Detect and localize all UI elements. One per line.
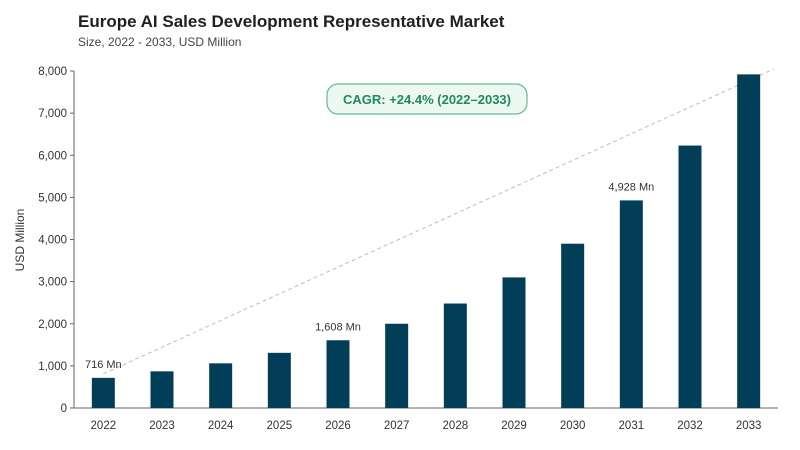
bars-group (91, 74, 761, 409)
trend-line-group (103, 68, 774, 375)
cagr-trend-line (103, 68, 774, 375)
y-tick-label: 2,000 (38, 319, 67, 331)
data-label: 4,928 Mn (608, 181, 654, 193)
bar (326, 340, 350, 408)
y-tick-label: 4,000 (38, 235, 67, 247)
y-axis-label: USD Million (13, 209, 27, 272)
bar (561, 243, 585, 408)
cagr-badge (326, 83, 528, 115)
data-label: 1,608 Mn (315, 321, 361, 333)
chart-subtitle: Size, 2022 - 2033, USD Million (78, 35, 242, 49)
bar (267, 352, 291, 408)
bar (150, 371, 174, 408)
y-tick-label: 5,000 (38, 192, 67, 204)
y-tick-label: 8,000 (38, 66, 67, 78)
bar (385, 323, 409, 408)
y-tick-label: 0 (61, 403, 67, 415)
x-tick-label: 2032 (677, 420, 703, 432)
bar (209, 363, 233, 408)
y-tick-label: 3,000 (38, 277, 67, 289)
y-tick-label: 6,000 (38, 150, 67, 162)
bar (619, 200, 643, 408)
x-tick-label: 2030 (560, 420, 586, 432)
chart-title: Europe AI Sales Development Representati… (78, 12, 505, 31)
labels-group: 716 Mn 1,608 Mn 4,928 Mn (85, 181, 654, 370)
x-tick-label: 2028 (443, 420, 469, 432)
bar (91, 377, 115, 408)
data-label: 716 Mn (85, 359, 122, 371)
x-tick-label: 2027 (384, 420, 410, 432)
x-tick-label: 2023 (149, 420, 175, 432)
bar (737, 74, 761, 409)
bar (678, 145, 702, 408)
x-tick-label: 2029 (501, 420, 527, 432)
cagr-text: CAGR: +24.4% (2022–2033) (343, 92, 511, 107)
x-tick-label: 2026 (325, 420, 351, 432)
x-tick-label: 2024 (208, 420, 234, 432)
axes: 0 1,000 2,000 3,000 4,000 5,000 6,000 7,000 8,00… (38, 66, 778, 432)
bar (502, 277, 526, 408)
bar (443, 303, 467, 408)
x-tick-label: 2025 (267, 420, 293, 432)
x-tick-label: 2031 (619, 420, 645, 432)
x-tick-label: 2033 (736, 420, 762, 432)
x-tick-label: 2022 (91, 420, 117, 432)
y-tick-label: 1,000 (38, 361, 67, 373)
cagr-annotation: CAGR: +24.4% (2022–2033) (326, 83, 528, 115)
y-tick-label: 7,000 (38, 108, 67, 120)
